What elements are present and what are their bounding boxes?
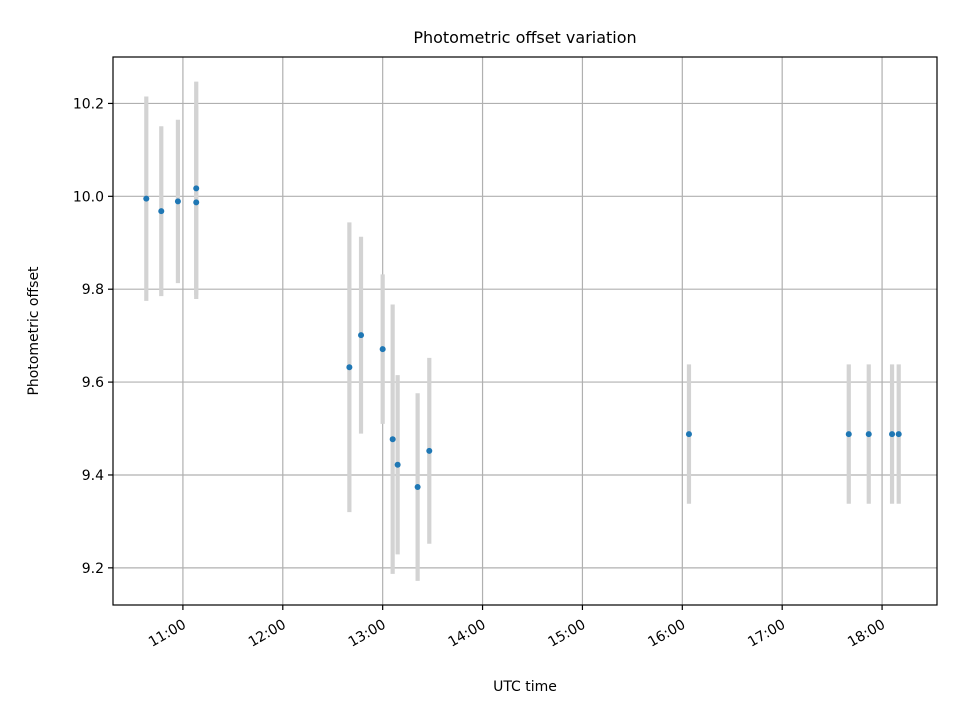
data-point — [895, 431, 902, 438]
data-point — [174, 198, 181, 205]
data-point — [193, 199, 200, 206]
data-point — [379, 346, 386, 353]
data-point — [394, 461, 401, 468]
data-points — [143, 185, 902, 491]
chart-title: Photometric offset variation — [413, 28, 636, 47]
error-bars — [144, 81, 901, 581]
x-tick-label: 17:00 — [745, 617, 788, 651]
y-tick-label: 9.6 — [82, 375, 104, 391]
data-point — [685, 431, 692, 438]
x-axis-label: UTC time — [493, 679, 557, 695]
x-tick-label: 14:00 — [446, 617, 489, 651]
x-tick-label: 16:00 — [645, 617, 688, 651]
y-tick-label: 10.2 — [73, 96, 104, 112]
y-tick-label: 9.2 — [82, 561, 104, 577]
data-point — [889, 431, 896, 438]
y-tick-label: 9.4 — [82, 468, 104, 484]
data-point — [389, 436, 396, 443]
x-tick-label: 11:00 — [146, 617, 189, 651]
x-tick-label: 12:00 — [246, 617, 289, 651]
data-point — [158, 208, 165, 215]
data-point — [865, 431, 872, 438]
data-point — [414, 484, 421, 491]
data-point — [358, 332, 365, 339]
data-point — [845, 431, 852, 438]
x-tick-label: 13:00 — [346, 617, 389, 651]
grid — [113, 57, 937, 605]
plot-frame — [112, 56, 938, 606]
y-tick-label: 9.8 — [82, 282, 104, 298]
y-axis-label: Photometric offset — [26, 266, 42, 396]
data-point — [426, 447, 433, 454]
y-tick-label: 10.0 — [73, 189, 104, 205]
x-tick-label: 18:00 — [845, 617, 888, 651]
data-point — [346, 364, 353, 371]
data-point — [193, 185, 200, 192]
data-point — [143, 195, 150, 202]
x-tick-label: 15:00 — [545, 617, 588, 651]
